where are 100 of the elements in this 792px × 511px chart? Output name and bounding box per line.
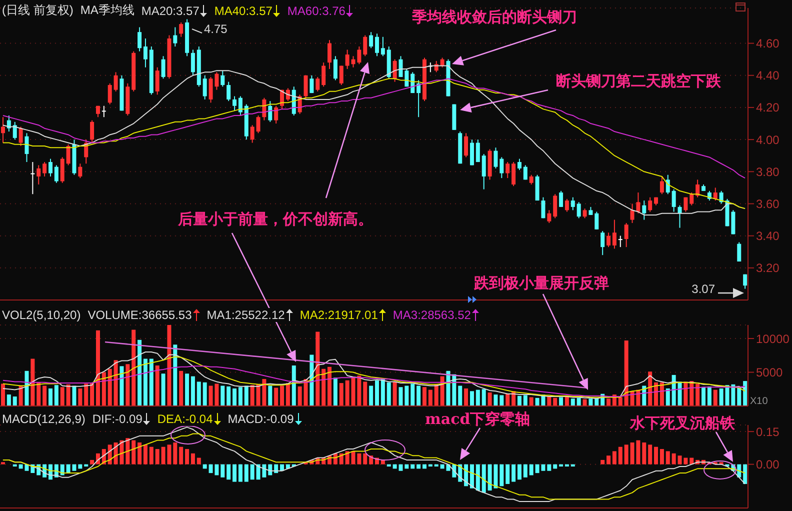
candlestick [369,32,374,49]
bar [588,398,593,406]
candlestick [36,164,41,185]
bar [322,368,326,406]
bar [404,464,409,469]
y-tick-label: 3.40 [756,229,780,244]
bar [24,370,29,406]
bar [304,379,308,406]
bar [54,385,58,406]
bar [60,387,64,406]
bar [369,386,374,406]
bar [606,456,611,464]
bar [488,392,492,406]
candlestick [256,114,260,134]
legend-label: MA2:21917.01 [300,308,378,322]
bar [173,344,178,406]
candlestick [138,26,142,52]
candlestick [576,202,581,219]
bar [339,453,344,464]
candlestick [220,70,225,88]
bar [422,387,426,406]
candlestick [398,56,403,78]
candlestick [404,68,409,88]
bar [120,366,124,406]
bar [292,366,296,406]
bar [743,464,748,484]
candlestick [684,196,688,212]
bar [470,464,474,488]
legend-label: MACD:-0.09 [228,412,294,426]
bar [553,464,558,469]
candlestick [529,174,534,185]
bar [220,386,225,406]
legend-title: VOL2(5,10,20) [2,308,81,322]
candlestick [250,124,254,144]
legend-label: MA60:3.76 [287,4,346,18]
bar [660,449,664,464]
bar [618,446,622,464]
y-tick-label: 4.40 [756,68,780,83]
bar [482,464,486,493]
bar [410,384,415,406]
annotation: 3.07 [692,282,716,296]
candlestick [328,40,332,70]
bar [363,382,368,406]
candlestick [648,196,652,212]
bar [672,453,676,464]
legend-label: MA3:28563.52 [392,308,471,322]
candlestick [90,120,94,144]
bar [90,460,94,464]
candlestick [624,222,628,248]
bar [464,388,468,406]
bar [250,385,254,406]
bar [404,386,409,406]
bar [132,440,136,464]
bar [138,340,142,406]
legend-label: MA1:25522.12 [206,308,285,322]
candlestick [161,56,166,80]
bar [719,388,724,406]
bar [517,464,522,480]
candlestick [304,74,308,100]
text: X10 [750,396,768,407]
bar [386,382,391,406]
candlestick [48,158,52,177]
bar [690,458,694,464]
bar [506,464,510,484]
candlestick [506,162,510,179]
bar [529,464,534,476]
candlestick [570,196,575,211]
bar [190,453,195,464]
bar [196,382,201,406]
candlestick [512,162,516,187]
bar [570,398,575,406]
bar [6,394,11,406]
legend-label: DIF:-0.09 [92,412,142,426]
bar [126,438,130,464]
candlestick [24,132,29,163]
candlestick [743,274,748,290]
bar [547,464,552,471]
bar [328,366,332,406]
bar [547,396,552,406]
bar [500,464,504,486]
candlestick [18,126,23,146]
candlestick [612,219,616,250]
candlestick [564,198,569,212]
y-tick-label: 0.00 [756,458,780,472]
candlestick [737,242,742,262]
legend-title: MA季均线 [80,2,134,19]
bar [559,397,564,406]
bar [202,382,207,406]
candlestick [1,116,5,144]
bar [167,325,172,406]
bar [108,368,112,406]
bar [392,382,397,406]
candlestick [713,187,718,202]
candlestick [78,163,82,179]
bar [96,330,100,406]
candlestick [553,194,558,219]
bar [600,460,605,464]
y-tick-label: 4.20 [756,100,780,115]
candlestick [678,204,682,228]
candlestick [636,192,640,214]
